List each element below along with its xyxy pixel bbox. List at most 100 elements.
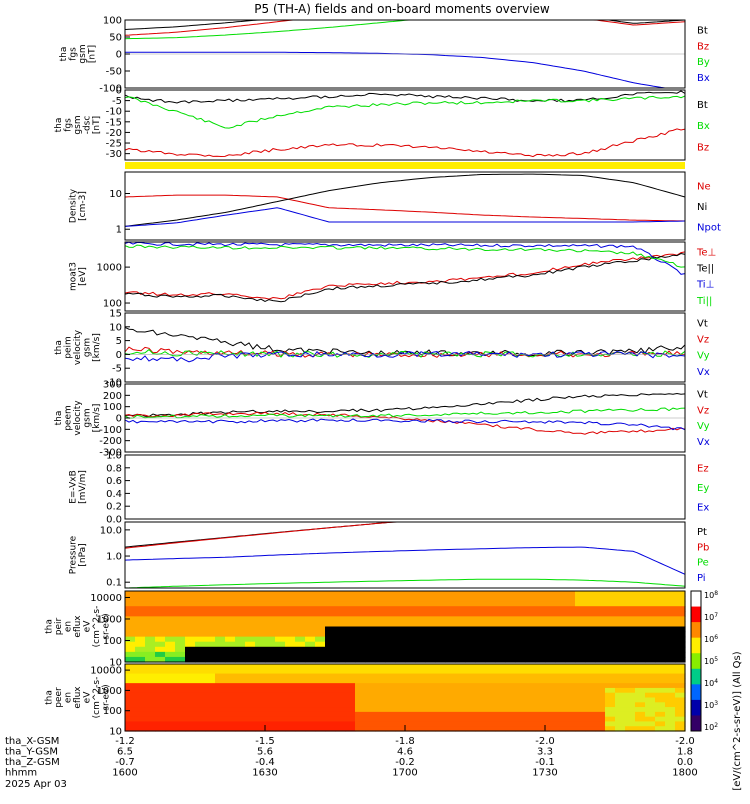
heatmap-cell <box>405 641 416 648</box>
heatmap-cell <box>305 646 316 653</box>
heatmap-cell <box>235 716 246 723</box>
heatmap-cell <box>435 687 446 694</box>
heatmap-cell <box>595 664 606 670</box>
heatmap-cell <box>675 611 686 617</box>
heatmap-cell <box>465 673 476 679</box>
heatmap-cell <box>545 646 556 653</box>
heatmap-cell <box>435 616 446 623</box>
heatmap-cell <box>455 606 466 612</box>
heatmap-cell <box>425 702 436 708</box>
heatmap-cell <box>175 651 186 658</box>
heatmap-cell <box>625 711 636 718</box>
heatmap-cell <box>475 611 486 617</box>
heatmap-cell <box>295 591 306 597</box>
heatmap-cell <box>515 697 526 703</box>
heatmap-cell <box>555 611 566 617</box>
heatmap-cell <box>355 711 366 718</box>
heatmap-cell <box>515 726 526 732</box>
heatmap-cell <box>445 616 456 623</box>
heatmap-cell <box>545 664 556 670</box>
heatmap-cell <box>205 702 216 708</box>
heatmap-cell <box>475 707 486 713</box>
heatmap-cell <box>265 687 276 694</box>
heatmap-cell <box>205 611 216 617</box>
heatmap-cell <box>175 726 186 732</box>
heatmap-cell <box>125 711 136 718</box>
heatmap-cell <box>175 631 186 638</box>
heatmap-cell <box>515 621 526 628</box>
heatmap-cell <box>515 721 526 727</box>
legend-label: Vt <box>697 389 708 400</box>
heatmap-cell <box>485 591 496 597</box>
heatmap-cell <box>565 721 576 727</box>
heatmap-cell <box>485 641 496 648</box>
y-axis-label-line: gsm <box>83 338 93 357</box>
heatmap-cell <box>305 596 316 602</box>
heatmap-cell <box>355 692 366 699</box>
heatmap-cell <box>135 721 146 727</box>
heatmap-cell <box>635 721 646 727</box>
heatmap-cell <box>165 711 176 718</box>
series-line-Bt <box>124 19 686 30</box>
heatmap-cell <box>605 606 616 612</box>
y-tick-label: -10 <box>106 378 122 389</box>
heatmap-cell <box>585 646 596 653</box>
heatmap-cell <box>195 716 206 723</box>
heatmap-cell <box>445 668 456 675</box>
heatmap-cell <box>625 678 636 684</box>
heatmap-cell <box>305 636 316 643</box>
x-axis-row-value: 3.3 <box>537 747 553 758</box>
heatmap-cell <box>465 636 476 643</box>
heatmap-cell <box>555 601 566 607</box>
heatmap-cell <box>185 631 196 638</box>
heatmap-cell <box>245 726 256 732</box>
heatmap-cell <box>205 664 216 670</box>
heatmap-cell <box>365 707 376 713</box>
heatmap-cell <box>465 668 476 675</box>
series-line-Te|| <box>124 252 686 303</box>
heatmap-cell <box>435 611 446 617</box>
colorbar-segment <box>691 668 701 685</box>
heatmap-cell <box>465 664 476 670</box>
heatmap-cell <box>625 641 636 648</box>
heatmap-cell <box>495 692 506 699</box>
heatmap-cell <box>305 702 316 708</box>
heatmap-cell <box>325 631 336 638</box>
heatmap-cell <box>185 616 196 623</box>
colorbar-segment <box>691 606 701 623</box>
heatmap-cell <box>635 621 646 628</box>
heatmap-cell <box>415 726 426 732</box>
heatmap-cell <box>395 601 406 607</box>
heatmap-cell <box>545 678 556 684</box>
heatmap-cell <box>265 683 276 689</box>
heatmap-cell <box>245 707 256 713</box>
y-axis-label-line: fgs <box>64 118 74 132</box>
heatmap-cell <box>485 687 496 694</box>
heatmap-cell <box>415 678 426 684</box>
heatmap-cell <box>645 626 656 633</box>
heatmap-cell <box>635 726 646 732</box>
heatmap-cell <box>435 651 446 658</box>
heatmap-cell <box>325 601 336 607</box>
heatmap-cell <box>285 668 296 675</box>
heatmap-cell <box>455 707 466 713</box>
heatmap-cell <box>355 601 366 607</box>
heatmap-cell <box>585 683 596 689</box>
heatmap-cell <box>485 651 496 658</box>
heatmap-cell <box>635 707 646 713</box>
heatmap-cell <box>455 673 466 679</box>
heatmap-cell <box>525 651 536 658</box>
heatmap-cell <box>345 646 356 653</box>
heatmap-cell <box>125 702 136 708</box>
heatmap-cell <box>275 656 286 663</box>
heatmap-cell <box>665 678 676 684</box>
heatmap-cell <box>525 697 536 703</box>
heatmap-cell <box>175 673 186 679</box>
heatmap-cell <box>585 668 596 675</box>
heatmap-cell <box>625 591 636 597</box>
heatmap-cell <box>285 591 296 597</box>
heatmap-cell <box>475 726 486 732</box>
heatmap-cell <box>435 626 446 633</box>
heatmap-cell <box>525 641 536 648</box>
heatmap-cell <box>355 636 366 643</box>
